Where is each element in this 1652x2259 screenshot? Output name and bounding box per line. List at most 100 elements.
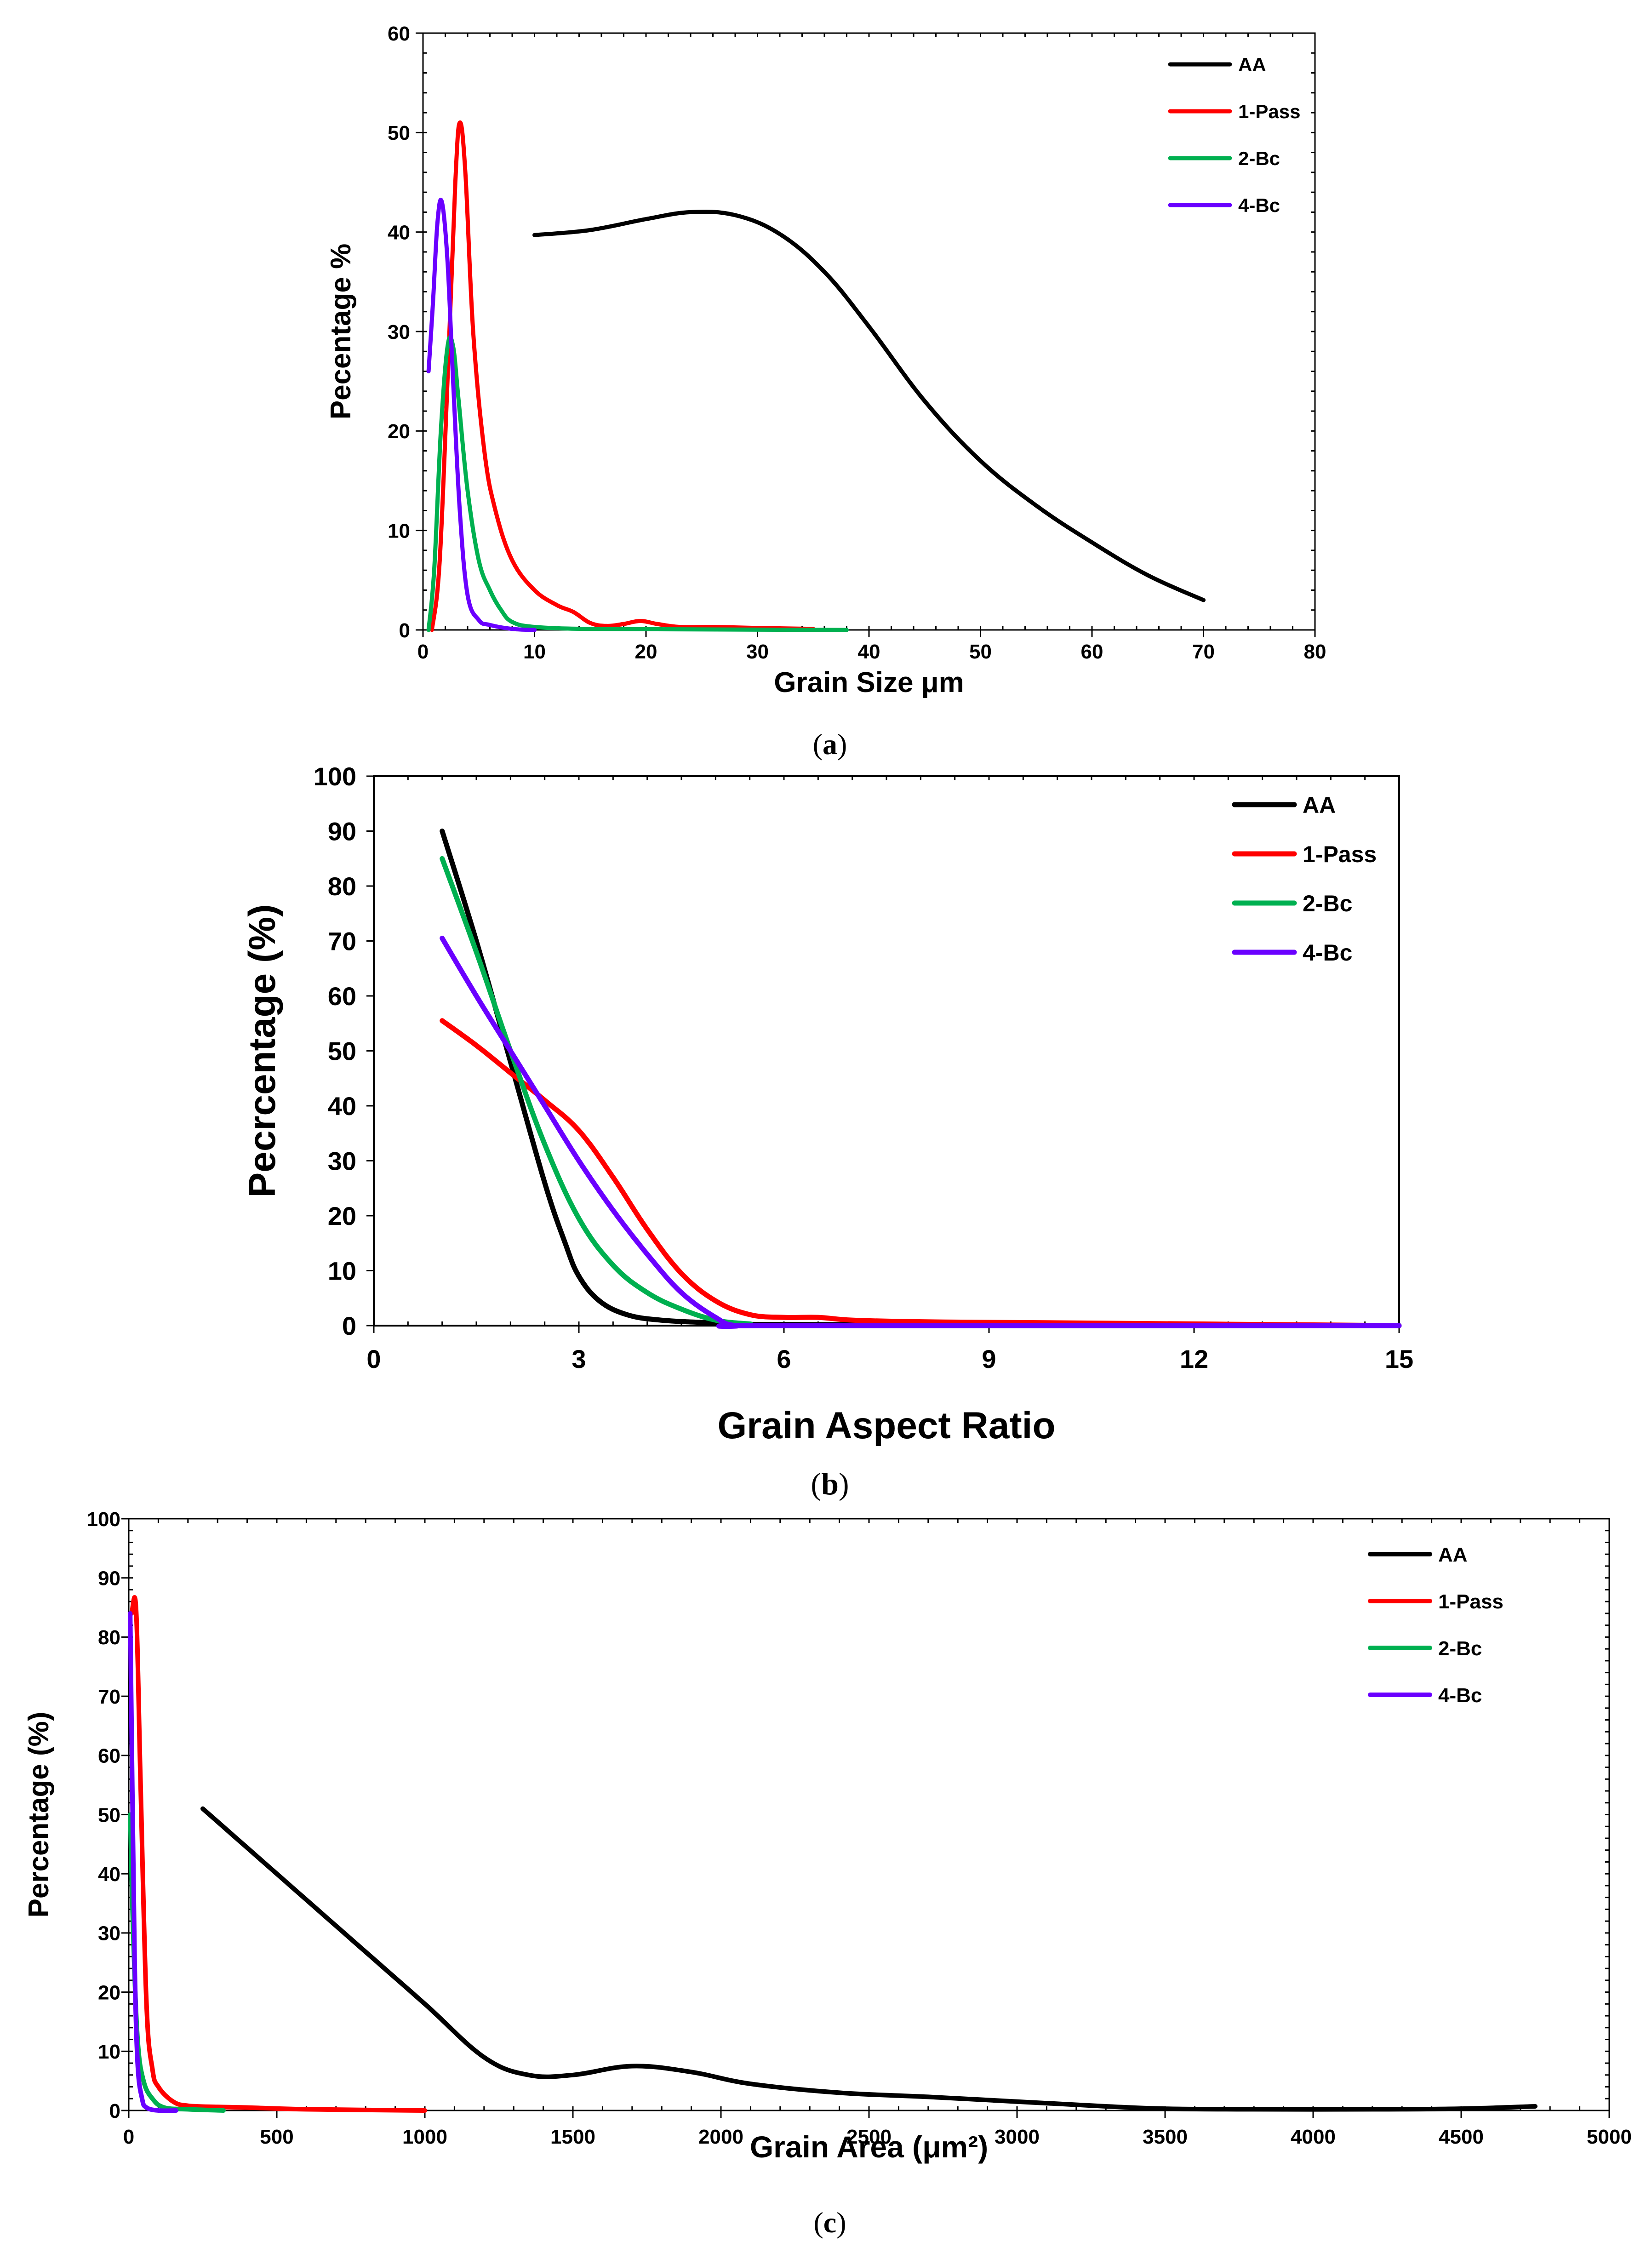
y-tick-label: 0 xyxy=(399,619,410,642)
y-tick-label: 10 xyxy=(328,1257,356,1286)
x-axis-title: Grain Aspect Ratio xyxy=(717,1405,1055,1447)
y-tick-label: 10 xyxy=(98,2041,120,2063)
series-line-2-bc xyxy=(440,856,1402,1328)
x-tick-label: 30 xyxy=(746,641,769,663)
x-tick-label: 3000 xyxy=(995,2126,1040,2148)
x-axis-title: Grain Size μm xyxy=(774,667,964,698)
y-tick-label: 20 xyxy=(388,420,410,443)
x-tick-label: 1500 xyxy=(550,2126,595,2148)
caption-open: ( xyxy=(811,1466,821,1501)
y-tick-label: 60 xyxy=(98,1745,120,1767)
y-tick-label: 100 xyxy=(314,762,356,791)
caption-letter: a xyxy=(823,728,837,761)
series-line-4-bc xyxy=(426,197,537,632)
x-tick-label: 4500 xyxy=(1439,2126,1484,2148)
y-tick-label: 60 xyxy=(388,23,410,45)
plot-frame xyxy=(128,1518,1610,2111)
series-line-2-bc xyxy=(426,335,849,632)
y-tick-label: 50 xyxy=(98,1804,120,1826)
series-line-4-bc xyxy=(440,936,1402,1329)
legend-label-4-bc: 4-Bc xyxy=(1238,194,1280,216)
y-tick-label: 30 xyxy=(98,1922,120,1945)
x-tick-label: 60 xyxy=(1081,641,1103,663)
chart-c: 0 500 1000 1500 2000 2500 3000 3500 4000 4500 5000… xyxy=(23,1508,1632,2239)
legend-label-1-pass: 1-Pass xyxy=(1438,1590,1503,1613)
y-tick-label: 60 xyxy=(328,982,356,1011)
legend-label-aa: AA xyxy=(1238,54,1266,75)
y-tick-label: 40 xyxy=(388,222,410,244)
x-tick-label: 1000 xyxy=(402,2126,447,2148)
legend-label-1-pass: 1-Pass xyxy=(1303,841,1377,867)
x-tick-label: 5000 xyxy=(1587,2126,1632,2148)
x-tick-label: 12 xyxy=(1180,1344,1208,1373)
x-tick-label: 15 xyxy=(1385,1344,1413,1373)
x-axis-title: Grain Area (μm²) xyxy=(750,2130,988,2164)
legend: AA 1-Pass 2-Bc 4-Bc xyxy=(1232,792,1377,966)
caption-letter: b xyxy=(821,1466,839,1501)
legend-label-2-bc: 2-Bc xyxy=(1303,891,1352,916)
chart-a: 0 10 20 30 40 50 60 70 80 0 10 20 30 40 50 60 Grain Size… xyxy=(325,23,1326,761)
caption-letter: c xyxy=(823,2206,836,2239)
y-tick-label: 70 xyxy=(328,927,356,956)
y-axis-title: Percentage (%) xyxy=(23,1712,55,1918)
y-tick-label: 40 xyxy=(98,1863,120,1886)
y-tick-label: 20 xyxy=(328,1201,356,1230)
legend: AA 1-Pass 2-Bc 4-Bc xyxy=(1168,54,1300,216)
series-line-4-bc xyxy=(128,1611,178,2113)
plot-frame xyxy=(373,775,1400,1327)
panel-caption: (c) xyxy=(813,2206,846,2239)
x-tick-label: 2500 xyxy=(846,2126,892,2148)
y-tick-label: 0 xyxy=(109,2100,120,2122)
y-tick-label: 90 xyxy=(98,1567,120,1590)
y-tick-label: 50 xyxy=(388,122,410,144)
x-tick-label: 6 xyxy=(777,1344,791,1373)
legend-label-4-bc: 4-Bc xyxy=(1438,1684,1482,1707)
y-axis-title: Pecrcentage (%) xyxy=(241,904,283,1197)
x-tick-label: 4000 xyxy=(1291,2126,1336,2148)
x-tick-label: 2000 xyxy=(698,2126,743,2148)
x-tick-label: 3 xyxy=(572,1344,586,1373)
x-tick-label: 0 xyxy=(366,1344,381,1373)
x-tick-label: 20 xyxy=(635,641,657,663)
y-tick-label: 20 xyxy=(98,1981,120,2004)
x-tick-label: 40 xyxy=(858,641,880,663)
legend-label-2-bc: 2-Bc xyxy=(1438,1637,1482,1660)
x-tick-label: 70 xyxy=(1192,641,1215,663)
x-tick-label: 50 xyxy=(969,641,992,663)
y-tick-label: 100 xyxy=(87,1508,120,1531)
caption-open: ( xyxy=(813,728,823,761)
legend-label-1-pass: 1-Pass xyxy=(1238,101,1300,122)
x-tick-label: 500 xyxy=(260,2126,293,2148)
y-tick-label: 30 xyxy=(388,321,410,343)
y-tick-label: 0 xyxy=(342,1311,356,1340)
series-line-1-pass xyxy=(129,1595,427,2113)
legend-label-aa: AA xyxy=(1438,1544,1468,1566)
panel-caption: (b) xyxy=(811,1466,849,1501)
y-tick-label: 50 xyxy=(328,1037,356,1066)
x-tick-label: 80 xyxy=(1304,641,1326,663)
caption-close: ) xyxy=(837,728,847,761)
chart-b: 0 3 6 9 12 15 0 10 20 30 40 50 60 70 80 90 100 Grain Aspe… xyxy=(241,762,1413,1501)
x-tick-label: 10 xyxy=(523,641,546,663)
legend-label-2-bc: 2-Bc xyxy=(1238,148,1280,169)
y-axis-title: Pecentage % xyxy=(325,244,357,420)
y-tick-label: 30 xyxy=(328,1147,356,1176)
y-tick-label: 90 xyxy=(328,817,356,846)
panel-caption: (a) xyxy=(813,728,847,761)
x-tick-label: 9 xyxy=(982,1344,996,1373)
caption-close: ) xyxy=(836,2206,846,2239)
y-tick-label: 80 xyxy=(328,872,356,901)
x-tick-label: 3500 xyxy=(1143,2126,1188,2148)
y-tick-label: 70 xyxy=(98,1686,120,1708)
series-line-aa xyxy=(532,209,1206,602)
y-tick-label: 40 xyxy=(328,1092,356,1121)
y-tick-label: 80 xyxy=(98,1626,120,1649)
x-tick-label: 0 xyxy=(417,641,429,663)
caption-close: ) xyxy=(839,1466,849,1501)
series-line-aa xyxy=(200,1806,1538,2112)
x-tick-label: 0 xyxy=(123,2126,134,2148)
series-line-1-pass xyxy=(429,120,816,632)
y-tick-label: 10 xyxy=(388,520,410,543)
legend-label-4-bc: 4-Bc xyxy=(1303,940,1352,966)
